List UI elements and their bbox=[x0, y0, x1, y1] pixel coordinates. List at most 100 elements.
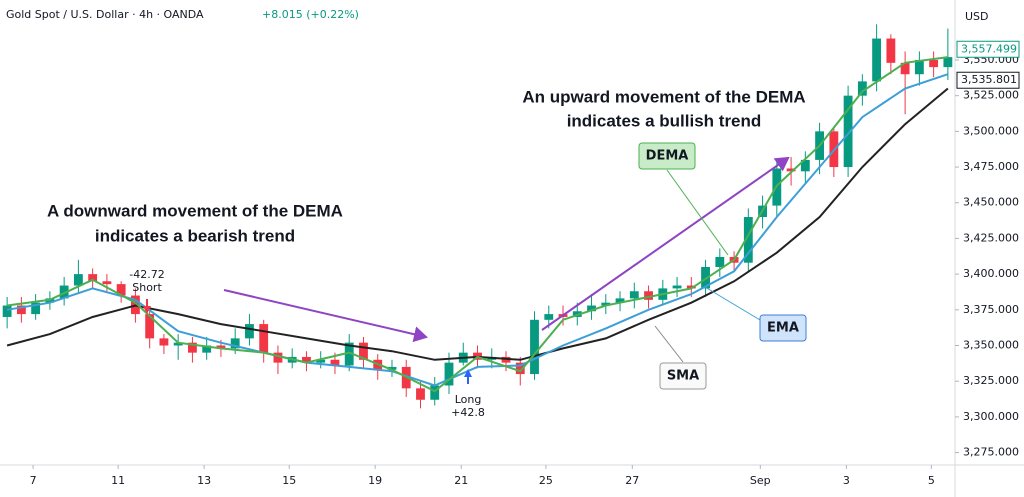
connector bbox=[654, 325, 684, 363]
price-label: 3,535.801 bbox=[961, 73, 1017, 86]
candle-body bbox=[900, 62, 910, 75]
candle-body bbox=[444, 362, 454, 386]
y-tick-label: 3,425.000 bbox=[963, 231, 1019, 244]
candle-body bbox=[743, 217, 753, 263]
candle-body bbox=[929, 59, 939, 68]
x-tick-label: 13 bbox=[197, 474, 211, 487]
label-boxes: SMA EMA DEMA bbox=[638, 142, 807, 390]
candle-body bbox=[359, 342, 368, 360]
x-tick-label: 27 bbox=[625, 474, 639, 487]
y-tick-label: 3,525.000 bbox=[963, 89, 1019, 102]
annotation: indicates a bearish trend bbox=[95, 226, 295, 245]
candle-body bbox=[159, 338, 169, 346]
candle-body bbox=[872, 38, 882, 82]
connector bbox=[666, 169, 729, 256]
y-tick-label: 3,350.000 bbox=[963, 339, 1019, 352]
candle-body bbox=[202, 345, 212, 353]
series-label-box bbox=[638, 142, 696, 170]
currency: USD bbox=[965, 10, 989, 23]
y-tick-label: 3,475.000 bbox=[963, 160, 1019, 173]
candle-body bbox=[515, 362, 525, 375]
x-tick-label: Sep bbox=[750, 474, 771, 487]
signal-value: +42.8 bbox=[451, 406, 485, 419]
candle-body bbox=[173, 342, 183, 346]
x-tick-label: 19 bbox=[368, 474, 382, 487]
candle-body bbox=[644, 291, 653, 300]
candle-body bbox=[715, 256, 725, 267]
candle-body bbox=[857, 81, 867, 96]
candle-body bbox=[615, 298, 625, 303]
candle-body bbox=[16, 305, 26, 315]
y-tick-label: 3,450.000 bbox=[963, 196, 1019, 209]
candle-body bbox=[145, 314, 155, 339]
signal-label: Short bbox=[132, 281, 162, 294]
candle-body bbox=[672, 285, 682, 289]
candle-body bbox=[544, 314, 554, 320]
candle-body bbox=[943, 57, 953, 68]
trend-arrow bbox=[223, 289, 428, 343]
candle-body bbox=[601, 302, 611, 306]
candle-body bbox=[273, 352, 283, 363]
candle-body bbox=[800, 159, 810, 172]
series-label: EMA bbox=[767, 321, 799, 336]
indicator-line bbox=[6, 56, 949, 393]
candle-body bbox=[886, 38, 896, 63]
candle-body bbox=[914, 59, 924, 75]
signal-arrow bbox=[464, 369, 472, 384]
annotation: An upward movement of the DEMA bbox=[522, 87, 805, 106]
candle-body bbox=[116, 284, 126, 296]
candle-body bbox=[216, 345, 226, 349]
candle-body bbox=[686, 285, 696, 289]
signal-arrow bbox=[143, 299, 151, 314]
annotation: indicates a bullish trend bbox=[567, 111, 762, 130]
connector bbox=[704, 286, 761, 321]
plot bbox=[2, 24, 953, 409]
y-tick-label: 3,500.000 bbox=[963, 124, 1019, 137]
candle-body bbox=[73, 274, 83, 286]
chart-title: Gold Spot / U.S. Dollar · 4h · OANDA bbox=[6, 8, 204, 21]
x-tick-label: 11 bbox=[111, 474, 125, 487]
candle-body bbox=[530, 319, 539, 375]
price-label: 3,557.499 bbox=[961, 42, 1017, 55]
indicator-line bbox=[6, 73, 949, 387]
signal-value: -42.72 bbox=[129, 268, 164, 281]
x-tick-label: 15 bbox=[282, 474, 296, 487]
candle-body bbox=[245, 324, 254, 339]
candle-body bbox=[587, 305, 596, 312]
candle-body bbox=[430, 385, 440, 400]
candle-body bbox=[629, 291, 639, 299]
series-label: DEMA bbox=[646, 149, 689, 164]
candle-body bbox=[302, 356, 311, 363]
candle-body bbox=[2, 305, 12, 317]
x-tick-label: 7 bbox=[30, 474, 37, 487]
candle-body bbox=[31, 302, 41, 315]
candle-body bbox=[230, 338, 240, 349]
candle-body bbox=[387, 366, 397, 370]
candle-body bbox=[330, 359, 340, 366]
y-tick-label: 3,400.000 bbox=[963, 267, 1019, 280]
y-tick-label: 3,275.000 bbox=[963, 446, 1019, 459]
price-change: +8.015 (+0.22%) bbox=[262, 8, 359, 21]
x-tick-label: 3 bbox=[843, 474, 850, 487]
y-tick-label: 3,300.000 bbox=[963, 410, 1019, 423]
candle-body bbox=[188, 342, 197, 353]
series-label-box bbox=[759, 314, 807, 342]
candle-body bbox=[316, 359, 326, 363]
y-tick-label: 3,325.000 bbox=[963, 374, 1019, 387]
series-label-box bbox=[659, 362, 707, 390]
signal-label: Long bbox=[455, 393, 482, 406]
candle-body bbox=[416, 388, 425, 400]
x-tick-label: 25 bbox=[539, 474, 553, 487]
candle-body bbox=[259, 324, 269, 353]
trend-arrow bbox=[541, 156, 790, 331]
y-tick-label: 3,375.000 bbox=[963, 303, 1019, 316]
series-label: SMA bbox=[667, 369, 699, 384]
price-label-box bbox=[956, 71, 1020, 89]
x-tick-label: 21 bbox=[454, 474, 468, 487]
candle-body bbox=[88, 274, 98, 282]
candle-body bbox=[102, 281, 112, 285]
annotation: A downward movement of the DEMA bbox=[47, 201, 343, 220]
x-tick-label: 5 bbox=[928, 474, 935, 487]
